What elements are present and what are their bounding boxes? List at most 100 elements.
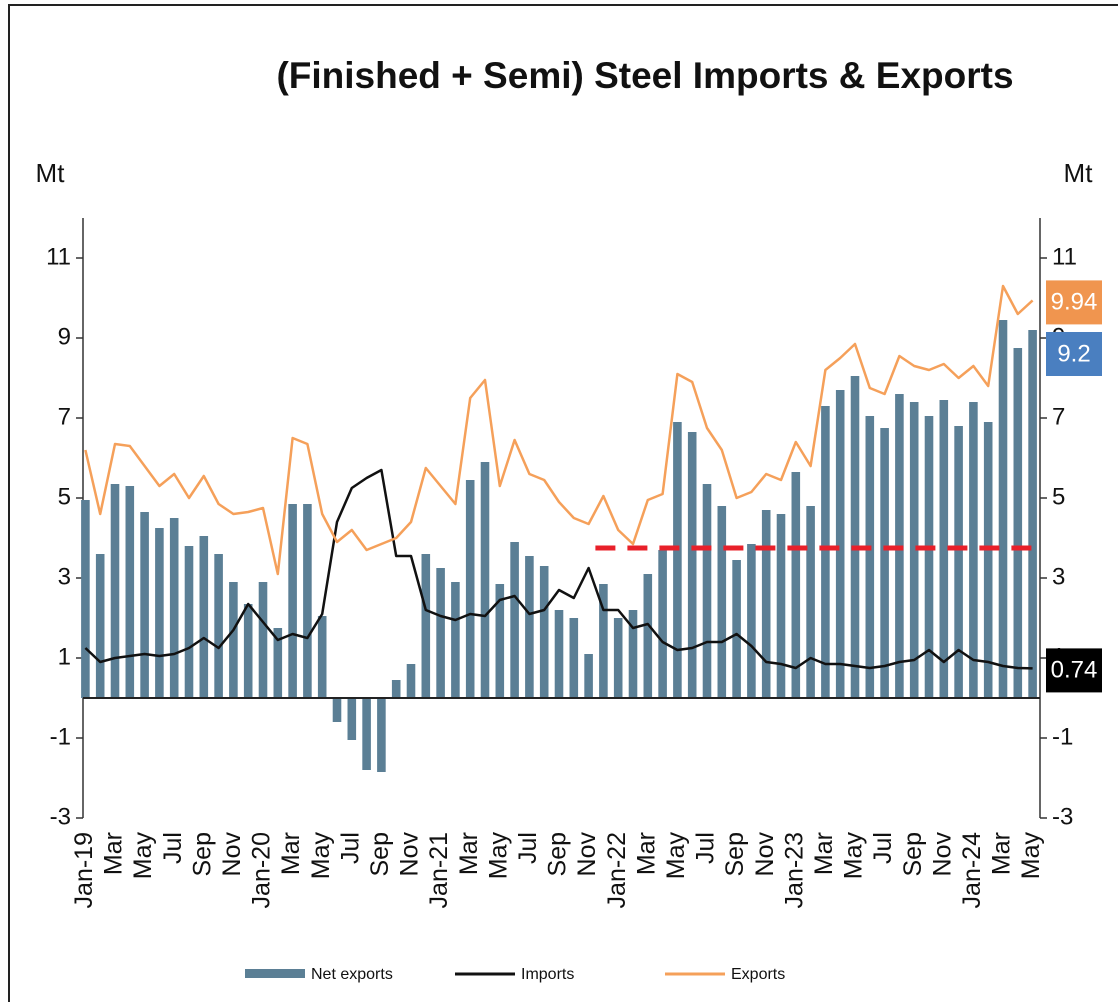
x-tick-label: Jul [869,832,897,864]
end-label: 0.74 [1046,648,1102,693]
y2-tick-label: -1 [1052,723,1073,750]
x-tick-label: May [307,832,335,880]
bar [362,698,371,770]
x-tick-label: Nov [928,832,956,877]
x-tick-label: May [662,832,690,880]
end-label-box [1046,332,1102,376]
x-tick-label: May [1017,832,1045,880]
y-tick-label: -3 [50,803,71,830]
bar [924,416,934,698]
y-tick-label: 1 [58,643,71,670]
y2-tick-label: -3 [1052,803,1073,830]
bar [880,428,889,698]
bar [643,574,653,698]
bar [1013,348,1023,698]
bar [613,618,623,698]
x-tick-label: Mar [277,832,305,875]
x-tick-label: Jan-21 [425,832,453,908]
bar [791,472,801,698]
legend-label: Net exports [311,966,393,983]
bar [214,554,223,698]
y2-tick-label: 5 [1052,483,1065,510]
x-tick-label: Sep [544,832,572,876]
bar [939,400,949,698]
bar [687,432,697,698]
x-tick-label: Jul [692,832,720,864]
legend-swatch [245,969,305,978]
bar [125,486,135,698]
line [84,468,1033,670]
chart-title: (Finished + Semi) Steel Imports & Export… [276,55,1013,96]
end-label: 9.94 [1046,280,1102,325]
x-tick-label: Jan-20 [248,832,276,908]
bar [243,604,253,698]
bar [273,628,283,698]
x-tick-label: Mar [810,832,838,875]
x-tick-label: Jan-19 [70,832,98,908]
x-tick-label: Mar [455,832,483,875]
bar [81,500,90,698]
bar [451,582,460,698]
bar [465,480,475,698]
x-tick-label: Nov [751,832,779,877]
bar [673,422,682,698]
bar [258,582,268,698]
bar [1028,330,1037,698]
bar [702,484,712,698]
x-tick-label: Jul [159,832,187,864]
bar [406,664,416,698]
y-tick-label: 3 [58,563,71,590]
y2-tick-label: 3 [1052,563,1065,590]
bar [821,406,830,698]
x-tick-label: Mar [988,832,1016,875]
bar [599,584,608,698]
bar [584,654,593,698]
bar [954,426,963,698]
bar [184,546,194,698]
end-label-box [1046,648,1102,693]
frame [8,4,1118,1002]
bar [776,514,786,698]
y-tick-label: 9 [58,323,71,350]
x-tick-label: Jul [336,832,364,864]
x-tick-label: Mar [100,832,128,875]
x-tick-label: Nov [573,832,601,877]
y2-tick-label: 7 [1052,403,1065,430]
bar [969,402,978,698]
x-tick-label: Jan-23 [780,832,808,908]
bar [332,698,342,722]
bar [480,462,490,698]
x-tick-label: Jan-22 [603,832,631,908]
bar [554,610,564,698]
bar [835,390,845,698]
bar [391,680,401,698]
y-axis-label: Mt [36,158,66,188]
legend-label: Exports [731,966,785,983]
bar [658,550,667,698]
bar [199,536,209,698]
x-tick-label: May [840,832,868,880]
bar [347,698,357,740]
bar [539,566,549,698]
bar [436,568,445,698]
bar [510,542,519,698]
x-tick-label: Sep [188,832,216,876]
bar [421,554,431,698]
y-tick-label: 11 [46,243,71,270]
bar [495,584,505,698]
bar [983,422,993,698]
end-label-text: 9.2 [1057,340,1090,367]
bar [288,504,297,698]
bar [525,556,534,698]
y2-tick-label: 11 [1052,243,1077,270]
x-tick-label: Sep [899,832,927,876]
end-label-box [1046,280,1102,325]
x-tick-label: Jan-24 [958,832,986,909]
bar [229,582,238,698]
bar [909,402,919,698]
y-tick-label: -1 [50,723,71,750]
bar [732,560,741,698]
bar [95,554,105,698]
bar [717,506,727,698]
bar [110,484,120,698]
